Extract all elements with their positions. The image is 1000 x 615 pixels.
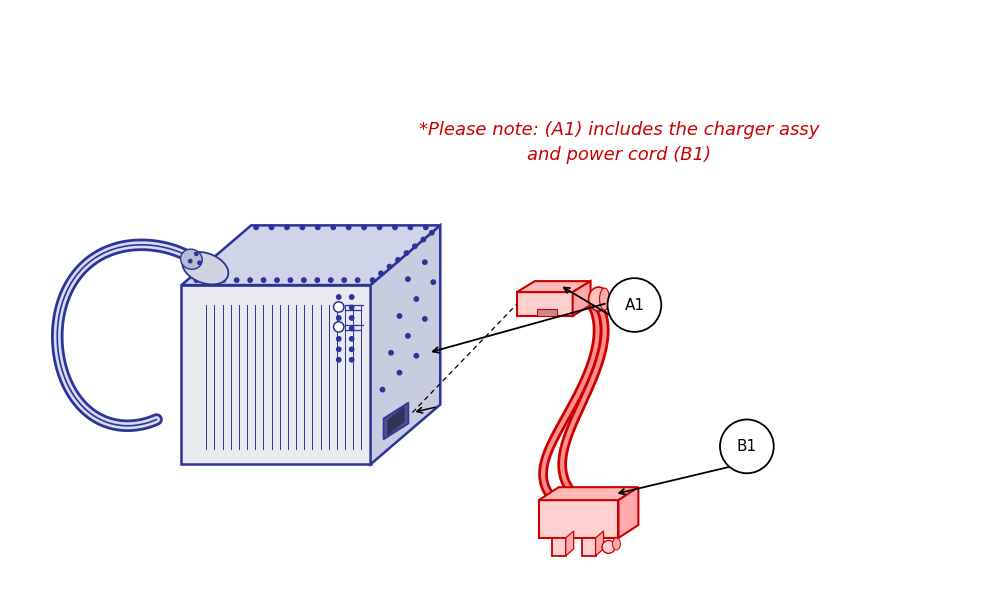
Polygon shape: [384, 403, 408, 439]
Circle shape: [349, 315, 354, 320]
Circle shape: [342, 278, 346, 282]
Circle shape: [397, 370, 402, 375]
Ellipse shape: [612, 538, 620, 550]
Circle shape: [337, 347, 341, 352]
Circle shape: [393, 225, 397, 229]
Text: B1: B1: [737, 439, 757, 454]
Ellipse shape: [600, 288, 610, 310]
Circle shape: [269, 225, 274, 229]
Polygon shape: [388, 407, 404, 435]
Circle shape: [235, 278, 239, 282]
Polygon shape: [566, 531, 574, 556]
Circle shape: [397, 314, 402, 318]
Circle shape: [349, 336, 354, 341]
Circle shape: [329, 278, 333, 282]
Circle shape: [346, 225, 351, 229]
Polygon shape: [371, 225, 440, 464]
Polygon shape: [517, 281, 591, 292]
Circle shape: [362, 225, 366, 229]
Circle shape: [414, 297, 419, 301]
Circle shape: [608, 278, 661, 332]
Circle shape: [349, 295, 354, 300]
Circle shape: [221, 278, 225, 282]
Circle shape: [414, 354, 419, 358]
Circle shape: [602, 541, 615, 554]
Circle shape: [379, 271, 383, 276]
Circle shape: [421, 237, 426, 242]
Circle shape: [302, 278, 306, 282]
Circle shape: [408, 225, 413, 229]
Polygon shape: [517, 292, 573, 316]
Text: *Please note: (A1) includes the charger assy
and power cord (B1): *Please note: (A1) includes the charger …: [419, 121, 820, 164]
Polygon shape: [539, 487, 638, 500]
Polygon shape: [181, 225, 440, 285]
Circle shape: [254, 225, 258, 229]
Circle shape: [406, 334, 410, 338]
Circle shape: [275, 278, 279, 282]
Circle shape: [248, 278, 252, 282]
Circle shape: [337, 336, 341, 341]
Circle shape: [387, 264, 392, 269]
Polygon shape: [181, 285, 371, 464]
Circle shape: [406, 277, 410, 281]
Circle shape: [300, 225, 305, 229]
Polygon shape: [618, 487, 638, 538]
Circle shape: [331, 225, 335, 229]
Circle shape: [349, 357, 354, 362]
Circle shape: [288, 278, 293, 282]
Circle shape: [396, 258, 400, 262]
Circle shape: [349, 326, 354, 331]
Polygon shape: [539, 500, 618, 538]
Circle shape: [194, 278, 199, 282]
Circle shape: [413, 244, 417, 248]
Circle shape: [316, 225, 320, 229]
Polygon shape: [582, 538, 596, 556]
Circle shape: [423, 260, 427, 264]
Circle shape: [195, 252, 198, 255]
Circle shape: [423, 317, 427, 321]
Circle shape: [380, 387, 385, 392]
Polygon shape: [552, 538, 566, 556]
Circle shape: [198, 261, 201, 264]
Circle shape: [349, 347, 354, 352]
Circle shape: [285, 225, 289, 229]
Circle shape: [337, 305, 341, 310]
Circle shape: [430, 231, 434, 235]
Circle shape: [389, 351, 393, 355]
Circle shape: [424, 225, 428, 229]
Circle shape: [377, 225, 382, 229]
Circle shape: [355, 278, 360, 282]
Circle shape: [720, 419, 774, 474]
Text: A1: A1: [624, 298, 644, 312]
Circle shape: [337, 315, 341, 320]
Polygon shape: [537, 309, 557, 316]
Circle shape: [431, 280, 435, 284]
Circle shape: [404, 251, 409, 255]
Circle shape: [315, 278, 320, 282]
Circle shape: [337, 357, 341, 362]
Circle shape: [370, 278, 375, 282]
Circle shape: [337, 326, 341, 331]
Circle shape: [334, 322, 344, 332]
Circle shape: [261, 278, 266, 282]
Circle shape: [349, 305, 354, 310]
Circle shape: [334, 302, 344, 312]
Ellipse shape: [181, 249, 202, 269]
Ellipse shape: [589, 287, 609, 311]
Circle shape: [337, 295, 341, 300]
Ellipse shape: [182, 252, 228, 284]
Polygon shape: [573, 281, 591, 316]
Circle shape: [208, 278, 212, 282]
Polygon shape: [596, 531, 604, 556]
Circle shape: [189, 260, 192, 263]
